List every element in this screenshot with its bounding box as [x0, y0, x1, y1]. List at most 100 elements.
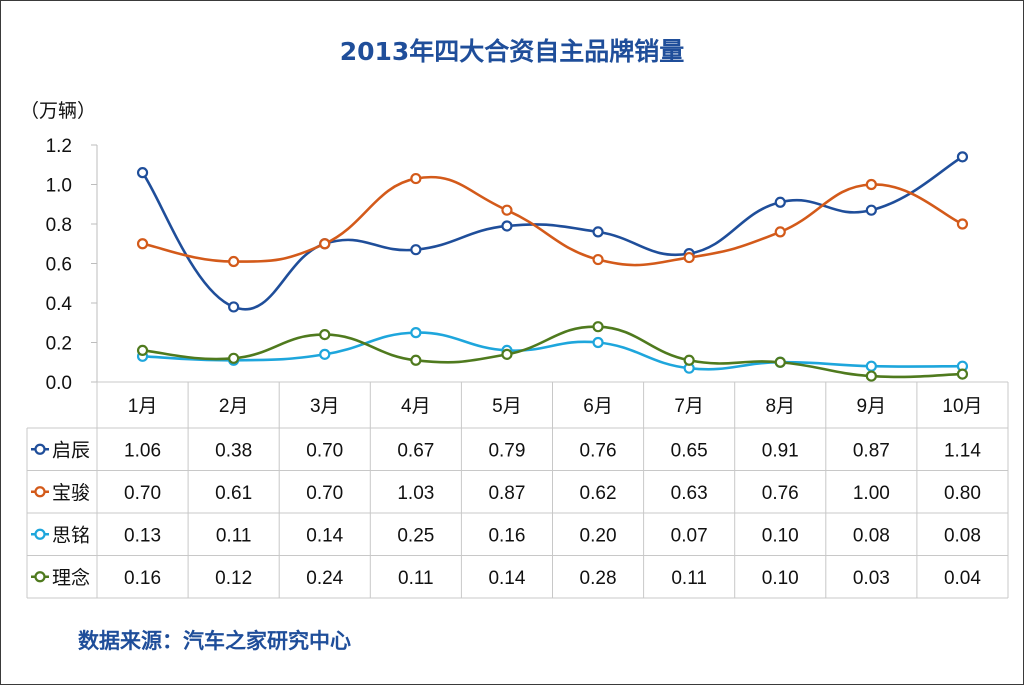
data-label: 0.28	[580, 568, 617, 589]
data-label: 0.11	[216, 525, 252, 546]
data-point	[136, 238, 149, 250]
legend-key-marker	[34, 486, 46, 498]
data-label: 0.20	[580, 525, 617, 546]
data-label: 1.06	[124, 440, 161, 461]
y-axis: 0.0 0.2 0.4 0.6 0.8 1.0 1.2	[46, 136, 98, 394]
legend-key-marker	[34, 443, 46, 455]
data-label: 0.70	[124, 483, 161, 504]
data-point	[865, 360, 877, 372]
series-line-2	[142, 175, 963, 267]
data-label: 0.65	[671, 440, 708, 461]
data-point	[501, 204, 513, 216]
data-label: 0.24	[306, 568, 343, 589]
data-label: 0.10	[762, 525, 799, 546]
data-point	[774, 196, 786, 208]
y-axis-unit: （万辆）	[20, 100, 96, 122]
legend-key-marker	[34, 571, 46, 583]
data-point	[410, 327, 422, 339]
data-label: 0.07	[671, 525, 708, 546]
data-label: 0.38	[215, 440, 252, 461]
data-point	[592, 321, 604, 333]
y-tick-label: 0.8	[46, 215, 72, 236]
data-point	[774, 226, 786, 238]
data-point	[956, 218, 969, 230]
series-lines	[136, 151, 969, 382]
data-point	[136, 344, 149, 356]
data-label: 0.87	[488, 483, 525, 504]
data-label: 0.08	[853, 525, 890, 546]
data-point	[683, 354, 695, 366]
data-label: 0.12	[215, 568, 252, 589]
data-label: 0.13	[124, 525, 161, 546]
data-point	[410, 354, 422, 366]
legend-label: 启辰	[52, 439, 90, 461]
data-label: 0.87	[853, 440, 890, 461]
data-label: 0.04	[944, 568, 981, 589]
data-label: 0.70	[306, 483, 343, 504]
data-label: 0.16	[488, 525, 525, 546]
data-point	[592, 336, 604, 349]
data-point	[683, 251, 695, 264]
data-point	[774, 356, 786, 368]
data-label: 0.10	[762, 568, 799, 589]
y-tick-label: 0.0	[46, 373, 72, 394]
data-point	[592, 226, 604, 238]
y-tick-label: 0.2	[46, 334, 72, 355]
data-label: 1.14	[944, 440, 981, 461]
data-label: 0.61	[215, 483, 252, 504]
x-tick-label: 3月	[310, 396, 340, 417]
y-tick-label: 0.6	[46, 255, 72, 276]
data-point	[319, 348, 331, 360]
series-line-4	[142, 325, 963, 379]
data-label: 0.62	[580, 483, 617, 504]
y-tick-label: 0.4	[46, 294, 73, 315]
x-tick-label: 7月	[674, 396, 704, 417]
data-point	[865, 204, 877, 216]
data-label: 0.70	[306, 440, 343, 461]
data-point	[865, 178, 877, 191]
data-label: 0.76	[762, 483, 799, 504]
data-label: 0.76	[580, 440, 617, 461]
x-tick-label: 1月	[128, 396, 158, 417]
data-label: 0.79	[488, 440, 525, 461]
x-tick-label: 8月	[765, 396, 795, 417]
data-label: 0.11	[671, 568, 707, 589]
data-label: 0.80	[944, 483, 981, 504]
data-point	[136, 167, 149, 179]
data-point	[228, 255, 240, 268]
data-label: 0.91	[762, 440, 799, 461]
x-tick-label: 4月	[401, 396, 431, 417]
data-label: 0.08	[944, 525, 981, 546]
y-tick-label: 1.2	[46, 136, 72, 157]
chart-title: 2013年四大合资自主品牌销量	[340, 37, 685, 66]
x-tick-label: 6月	[583, 396, 613, 417]
data-label: 0.67	[397, 440, 434, 461]
data-label: 0.11	[398, 568, 434, 589]
data-point	[228, 352, 240, 364]
data-label: 0.03	[853, 568, 890, 589]
x-tick-label: 9月	[857, 396, 887, 417]
data-label: 0.63	[671, 483, 708, 504]
data-label: 0.16	[124, 568, 161, 589]
legend-label: 思铭	[52, 524, 90, 546]
series-line-1	[141, 155, 964, 311]
x-tick-label: 2月	[219, 396, 249, 417]
data-point	[956, 151, 969, 163]
data-point	[501, 348, 513, 360]
x-tick-label: 5月	[492, 396, 522, 417]
legend-key-marker	[34, 528, 46, 540]
data-point	[319, 238, 331, 250]
legend-label: 理念	[52, 566, 90, 589]
data-point	[956, 368, 969, 380]
y-tick-label: 1.0	[46, 176, 72, 197]
data-label: 1.03	[397, 483, 434, 504]
data-point	[228, 301, 240, 313]
source-note: 数据来源：汽车之家研究中心	[78, 629, 351, 653]
data-point	[865, 370, 877, 382]
data-label: 1.00	[853, 483, 890, 504]
data-point	[592, 253, 604, 266]
data-point	[501, 220, 513, 232]
legend-label: 宝骏	[52, 482, 90, 504]
data-label: 0.14	[488, 568, 525, 589]
